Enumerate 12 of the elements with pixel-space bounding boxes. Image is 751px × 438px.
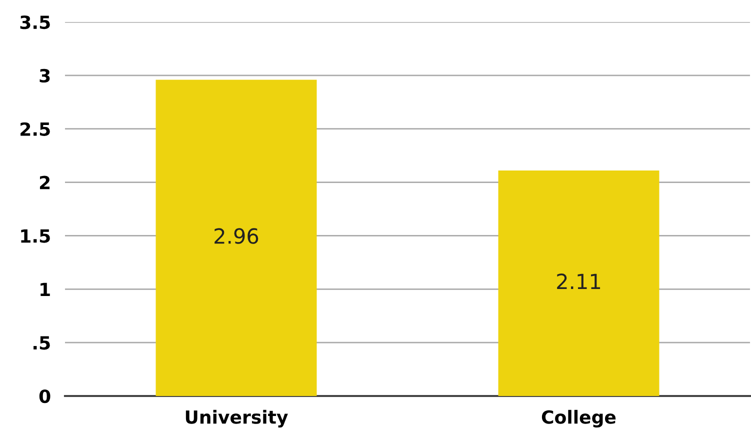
y-tick-label: 2.5 xyxy=(20,122,50,136)
y-tick-label: 1.5 xyxy=(21,229,50,243)
y-tick-label: 3.5 xyxy=(20,15,50,30)
y-tick-label: 2 xyxy=(40,176,50,190)
y-tick-label: 0 xyxy=(39,389,50,404)
data-label: 2.11 xyxy=(557,274,600,290)
y-tick-label: 1 xyxy=(40,282,50,296)
x-tick-label: College xyxy=(542,410,616,428)
data-label: 2.96 xyxy=(214,228,258,244)
x-tick-label: University xyxy=(186,410,288,428)
y-tick-label: 3 xyxy=(40,68,50,83)
y-tick-label: .5 xyxy=(34,336,50,350)
